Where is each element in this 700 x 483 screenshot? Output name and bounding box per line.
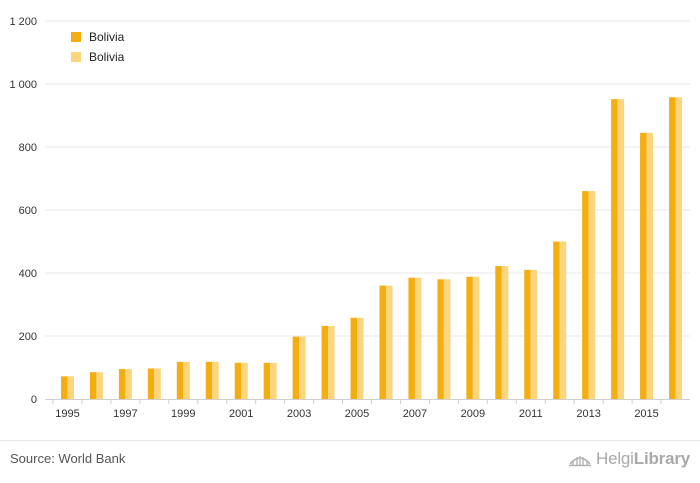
- bar-1[interactable]: [205, 361, 213, 399]
- bar-1[interactable]: [89, 372, 97, 399]
- legend-item-series-2[interactable]: Bolivia: [71, 47, 124, 67]
- y-tick-label: 1 000: [9, 79, 37, 91]
- x-tick-label: 1997: [113, 408, 137, 420]
- bar-2[interactable]: [328, 325, 335, 399]
- y-tick-label: 200: [19, 331, 37, 343]
- y-tick-label: 1 200: [9, 16, 37, 28]
- bar-1[interactable]: [495, 266, 502, 399]
- bar-2[interactable]: [67, 376, 74, 399]
- bar-1[interactable]: [234, 362, 242, 399]
- bar-1[interactable]: [553, 241, 560, 400]
- bar-1[interactable]: [118, 369, 126, 399]
- bar-2[interactable]: [385, 285, 393, 399]
- bar-2[interactable]: [501, 266, 509, 399]
- legend-swatch-series-1: [71, 32, 81, 42]
- x-tick-label: 2001: [229, 408, 253, 420]
- x-tick-label: 2015: [634, 408, 658, 420]
- brand-name-bold: Library: [633, 449, 690, 468]
- bar-chart: 0 200 400 600 800 1 000 1 200 1995 1997 1999 2001 2…: [9, 16, 690, 420]
- y-tick-label: 400: [19, 268, 37, 280]
- x-tick-label: 2007: [403, 408, 427, 420]
- y-tick-label: 800: [19, 142, 37, 154]
- x-tick-label: 2003: [287, 408, 311, 420]
- bar-2[interactable]: [183, 361, 190, 399]
- bar-1[interactable]: [408, 277, 415, 399]
- legend-swatch-series-2: [71, 52, 81, 62]
- x-tick-label: 1999: [171, 408, 195, 420]
- bar-1[interactable]: [582, 191, 589, 399]
- bar-1[interactable]: [176, 361, 184, 399]
- bar-1[interactable]: [292, 336, 300, 399]
- bar-2[interactable]: [530, 269, 538, 399]
- x-tick-label: 2009: [461, 408, 485, 420]
- bar-2[interactable]: [357, 317, 364, 399]
- bar-1[interactable]: [466, 276, 473, 399]
- bar-2[interactable]: [472, 276, 480, 399]
- bar-1[interactable]: [350, 317, 358, 399]
- legend-label-series-1: Bolivia: [89, 30, 125, 44]
- footer-divider: [0, 440, 700, 441]
- x-tick-label: 2011: [519, 408, 543, 420]
- bar-1[interactable]: [524, 269, 531, 399]
- x-tick-label: 2005: [345, 408, 369, 420]
- bar-2[interactable]: [414, 277, 422, 399]
- x-tick-label: 1995: [55, 408, 79, 420]
- bar-1[interactable]: [611, 99, 618, 400]
- bar-1[interactable]: [669, 97, 676, 399]
- y-tick-label: 0: [31, 394, 37, 406]
- bar-2[interactable]: [646, 132, 654, 399]
- bar-2[interactable]: [212, 361, 219, 399]
- bar-1[interactable]: [379, 285, 386, 399]
- y-tick-label: 600: [19, 205, 37, 217]
- bar-2[interactable]: [443, 279, 451, 399]
- legend-item-series-1[interactable]: Bolivia: [71, 27, 124, 47]
- bar-1[interactable]: [60, 376, 68, 399]
- source-note: Source: World Bank: [10, 451, 126, 466]
- bar-1[interactable]: [147, 368, 155, 399]
- chart-legend: Bolivia Bolivia: [71, 27, 124, 67]
- bar-1[interactable]: [640, 132, 647, 399]
- bar-2[interactable]: [299, 336, 306, 399]
- bar-2[interactable]: [96, 372, 103, 399]
- bar-2[interactable]: [588, 191, 596, 399]
- bar-1[interactable]: [263, 362, 271, 399]
- bar-2[interactable]: [241, 362, 248, 399]
- bar-1[interactable]: [321, 325, 329, 399]
- legend-label-series-2: Bolivia: [89, 50, 125, 64]
- bar-2[interactable]: [154, 368, 161, 399]
- bar-2[interactable]: [270, 362, 277, 399]
- bar-1[interactable]: [437, 279, 444, 399]
- bar-2[interactable]: [617, 99, 625, 400]
- bar-2[interactable]: [559, 241, 567, 400]
- brand-name: HelgiLibrary: [596, 449, 690, 469]
- brand-logo[interactable]: HelgiLibrary: [569, 449, 690, 469]
- x-tick-label: 2013: [576, 408, 600, 420]
- brand-name-regular: Helgi: [596, 449, 634, 468]
- bridge-logo-icon: [569, 456, 592, 467]
- bar-2[interactable]: [675, 97, 683, 399]
- bar-2[interactable]: [125, 369, 132, 399]
